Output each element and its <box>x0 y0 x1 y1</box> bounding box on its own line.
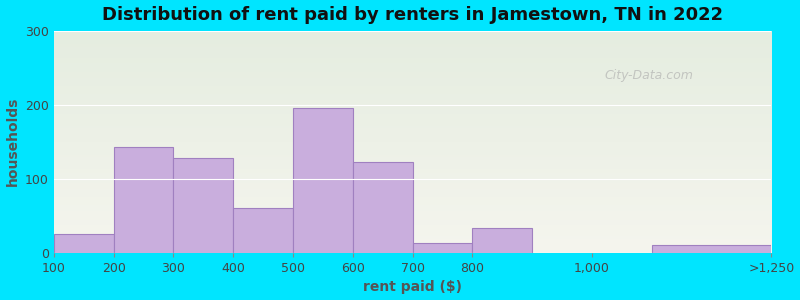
Bar <box>472 228 532 253</box>
Bar <box>413 243 472 253</box>
Title: Distribution of rent paid by renters in Jamestown, TN in 2022: Distribution of rent paid by renters in … <box>102 6 723 24</box>
Bar <box>293 108 353 253</box>
Bar <box>353 162 413 253</box>
Bar <box>652 245 771 253</box>
Bar <box>114 147 174 253</box>
Bar <box>234 208 293 253</box>
Y-axis label: households: households <box>6 97 19 187</box>
Bar <box>54 234 114 253</box>
X-axis label: rent paid ($): rent paid ($) <box>363 280 462 294</box>
Bar <box>174 158 234 253</box>
Text: City-Data.com: City-Data.com <box>605 69 694 82</box>
